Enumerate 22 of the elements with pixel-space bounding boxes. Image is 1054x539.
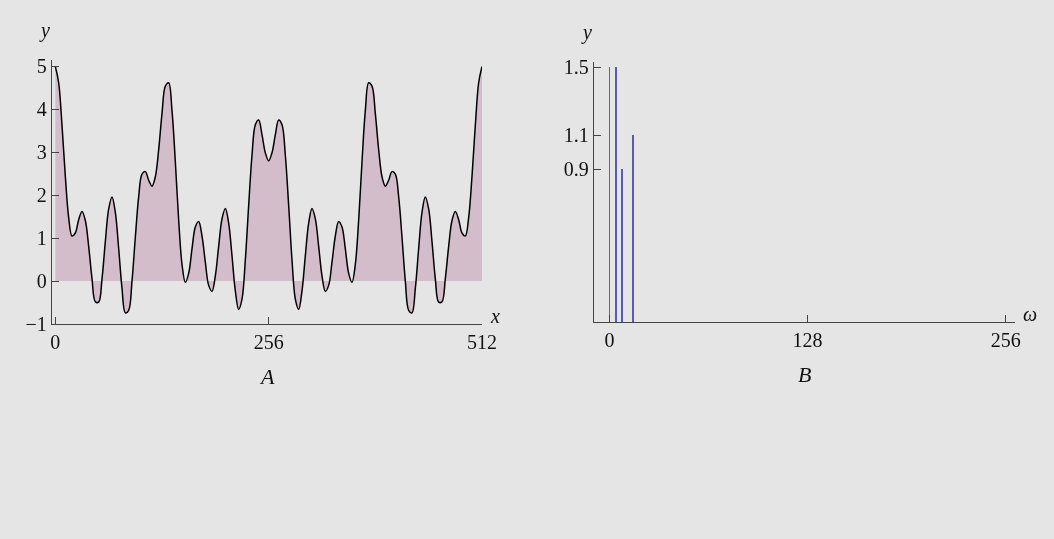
y-tick-label: 0 — [36, 270, 47, 293]
x-tick-label: 0 — [50, 331, 61, 354]
y-tick-label: 1.1 — [563, 124, 589, 147]
x-tick-label: 128 — [792, 329, 823, 352]
y-tick-label: 0.9 — [563, 158, 589, 181]
y-axis-title: y — [39, 19, 50, 42]
x-tick-label: 256 — [253, 331, 284, 354]
y-tick-label: 1 — [36, 227, 47, 250]
y-tick-label: −1 — [25, 313, 47, 335]
y-tick-label: 5 — [36, 55, 47, 78]
text: B — [798, 362, 812, 387]
y-tick-label: 2 — [36, 184, 47, 207]
x-axis-title: x — [490, 305, 500, 327]
x-axis-title: ω — [1023, 303, 1038, 325]
y-axis-title: y — [581, 21, 592, 44]
x-tick-label: 0 — [604, 329, 615, 352]
x-tick-label: 256 — [990, 329, 1021, 352]
y-tick-label: 3 — [36, 141, 47, 164]
x-tick-label: 512 — [467, 331, 497, 354]
y-tick-label: 1.5 — [563, 56, 589, 79]
y-tick-label: 4 — [36, 98, 47, 121]
text: A — [259, 364, 275, 389]
